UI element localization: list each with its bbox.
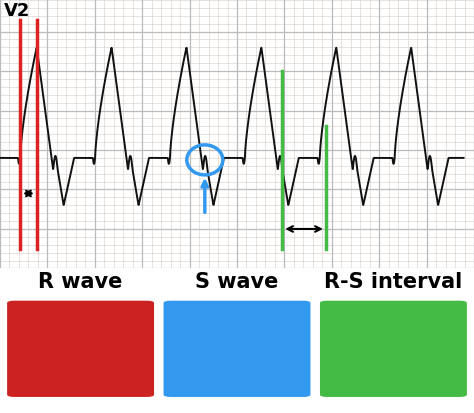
Text: > 70 ms
> 1.75 squares: > 70 ms > 1.75 squares	[318, 328, 469, 370]
Text: > 30 ms: > 30 ms	[40, 340, 121, 358]
FancyBboxPatch shape	[320, 301, 467, 397]
Text: R-S interval: R-S interval	[324, 273, 463, 292]
Text: R wave: R wave	[38, 273, 123, 292]
FancyBboxPatch shape	[7, 301, 154, 397]
FancyBboxPatch shape	[164, 301, 310, 397]
Text: Notched /
Slurred: Notched / Slurred	[189, 328, 285, 370]
Text: S wave: S wave	[195, 273, 279, 292]
Text: V2: V2	[4, 2, 30, 20]
